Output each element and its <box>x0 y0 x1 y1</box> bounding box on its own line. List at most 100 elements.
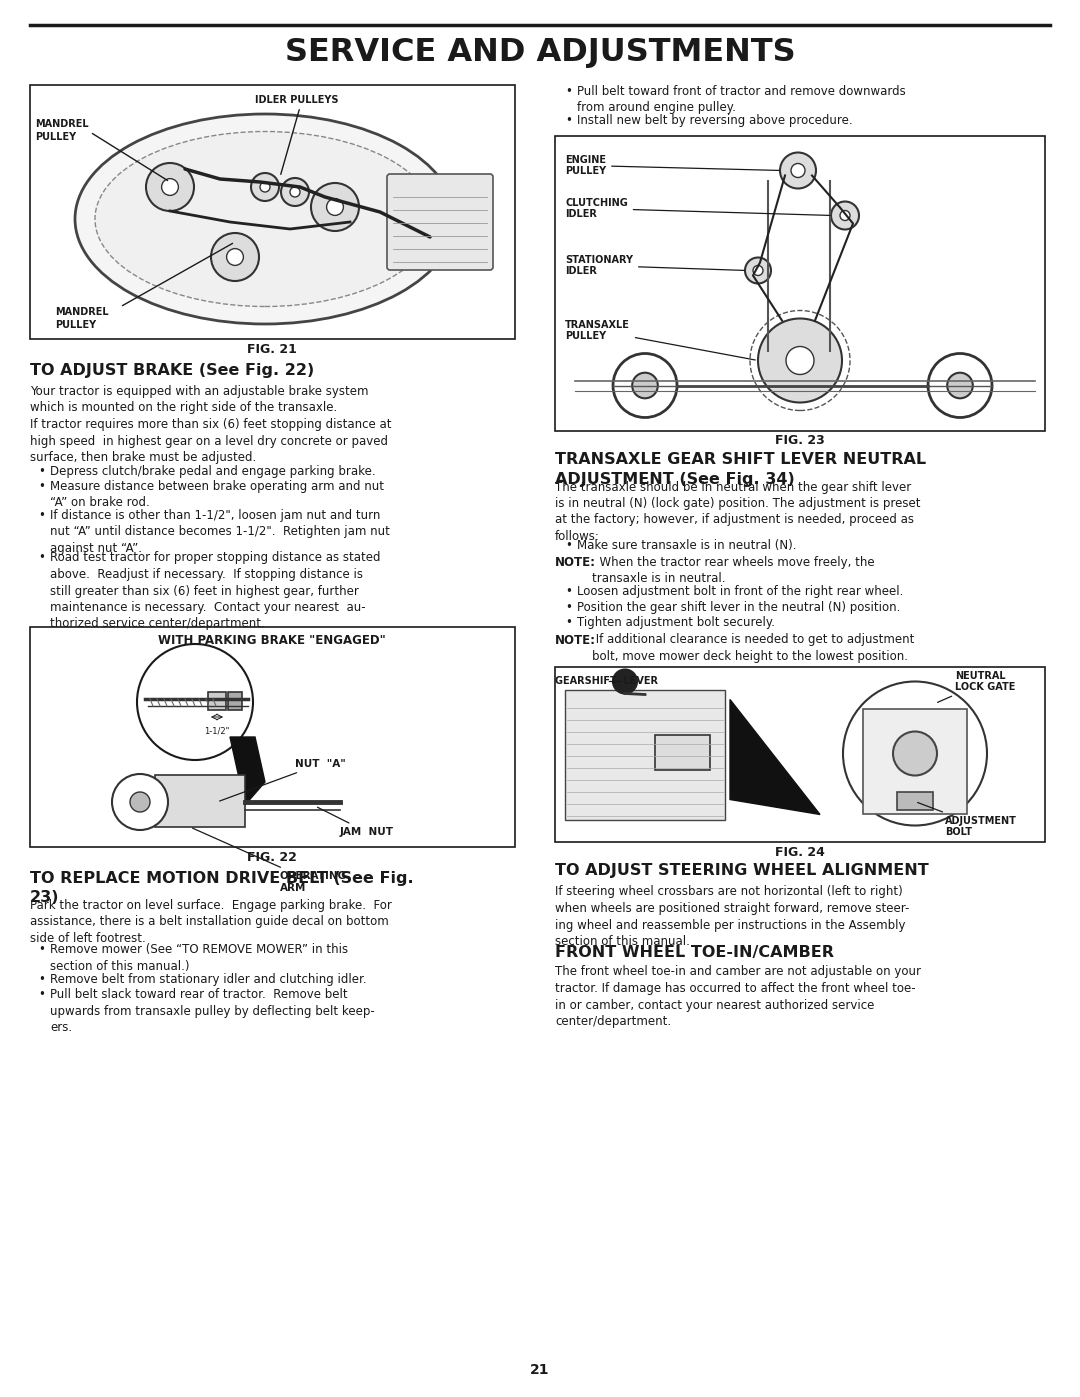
Text: Install new belt by reversing above procedure.: Install new belt by reversing above proc… <box>577 115 852 127</box>
Ellipse shape <box>75 115 455 324</box>
Circle shape <box>831 201 859 229</box>
Circle shape <box>780 152 816 189</box>
Text: Make sure transaxle is in neutral (N).: Make sure transaxle is in neutral (N). <box>577 538 797 552</box>
Text: Remove belt from stationary idler and clutching idler.: Remove belt from stationary idler and cl… <box>50 972 366 985</box>
Text: Your tractor is equipped with an adjustable brake system
which is mounted on the: Your tractor is equipped with an adjusta… <box>30 386 368 415</box>
Circle shape <box>281 177 309 205</box>
Text: STATIONARY
IDLER: STATIONARY IDLER <box>565 254 744 277</box>
Text: ADJUSTMENT
BOLT: ADJUSTMENT BOLT <box>918 802 1017 837</box>
Circle shape <box>211 233 259 281</box>
Text: •: • <box>38 481 45 493</box>
Circle shape <box>791 163 805 177</box>
Circle shape <box>227 249 243 265</box>
Text: Measure distance between brake operating arm and nut
“A” on brake rod.: Measure distance between brake operating… <box>50 481 384 510</box>
Circle shape <box>947 373 973 398</box>
Text: FRONT WHEEL TOE-IN/CAMBER: FRONT WHEEL TOE-IN/CAMBER <box>555 946 834 961</box>
Circle shape <box>786 346 814 374</box>
Text: •: • <box>38 552 45 564</box>
Text: TO ADJUST BRAKE (See Fig. 22): TO ADJUST BRAKE (See Fig. 22) <box>30 363 314 379</box>
Text: •: • <box>565 585 572 598</box>
Text: •: • <box>565 85 572 98</box>
Text: GEARSHIFT  LEVER: GEARSHIFT LEVER <box>555 676 658 686</box>
Circle shape <box>613 669 637 693</box>
Text: TO REPLACE MOTION DRIVE BELT (See Fig.
23): TO REPLACE MOTION DRIVE BELT (See Fig. 2… <box>30 870 414 905</box>
Text: NEUTRAL
LOCK GATE: NEUTRAL LOCK GATE <box>937 671 1015 703</box>
Bar <box>654 735 710 770</box>
Circle shape <box>893 732 937 775</box>
Text: •: • <box>565 538 572 552</box>
Bar <box>565 690 725 820</box>
Polygon shape <box>230 738 265 805</box>
Circle shape <box>162 179 178 196</box>
Bar <box>555 666 1045 841</box>
Bar <box>555 136 1045 430</box>
Text: If steering wheel crossbars are not horizontal (left to right)
when wheels are p: If steering wheel crossbars are not hori… <box>555 886 909 949</box>
Text: FIG. 24: FIG. 24 <box>775 845 825 859</box>
Circle shape <box>758 319 842 402</box>
Text: If distance is other than 1-1/2", loosen jam nut and turn
nut “A” until distance: If distance is other than 1-1/2", loosen… <box>50 509 390 555</box>
Text: CLUTCHING
IDLER: CLUTCHING IDLER <box>565 198 831 219</box>
Text: •: • <box>565 115 572 127</box>
Circle shape <box>753 265 762 275</box>
Text: ENGINE
PULLEY: ENGINE PULLEY <box>565 155 780 176</box>
Text: OPERATING
ARM: OPERATING ARM <box>192 828 347 893</box>
Text: If tractor requires more than six (6) feet stopping distance at
high speed  in h: If tractor requires more than six (6) fe… <box>30 418 391 464</box>
Text: SERVICE AND ADJUSTMENTS: SERVICE AND ADJUSTMENTS <box>285 36 795 68</box>
Text: Remove mower (See “TO REMOVE MOWER” in this
section of this manual.): Remove mower (See “TO REMOVE MOWER” in t… <box>50 943 348 972</box>
Ellipse shape <box>95 131 435 306</box>
Text: •: • <box>38 464 45 478</box>
Text: When the tractor rear wheels move freely, the
transaxle is in neutral.: When the tractor rear wheels move freely… <box>592 556 875 585</box>
Circle shape <box>326 198 343 215</box>
Text: NOTE:: NOTE: <box>555 556 596 569</box>
Circle shape <box>632 373 658 398</box>
Bar <box>863 708 967 813</box>
Bar <box>30 85 515 339</box>
Bar <box>897 792 933 809</box>
Circle shape <box>745 257 771 284</box>
Text: •: • <box>38 988 45 1002</box>
Text: •: • <box>38 972 45 985</box>
Text: WITH PARKING BRAKE "ENGAGED": WITH PARKING BRAKE "ENGAGED" <box>158 634 386 647</box>
Bar <box>208 692 226 710</box>
Text: •: • <box>38 943 45 957</box>
Text: MANDREL
PULLEY: MANDREL PULLEY <box>35 119 89 142</box>
Text: Pull belt toward front of tractor and remove downwards
from around engine pulley: Pull belt toward front of tractor and re… <box>577 85 906 115</box>
Text: If additional clearance is needed to get to adjustment
bolt, move mower deck hei: If additional clearance is needed to get… <box>592 633 915 664</box>
Circle shape <box>840 211 850 221</box>
Bar <box>156 775 245 827</box>
Text: Park the tractor on level surface.  Engage parking brake.  For
assistance, there: Park the tractor on level surface. Engag… <box>30 900 392 944</box>
Circle shape <box>928 353 993 418</box>
Text: NOTE:: NOTE: <box>555 633 596 647</box>
Circle shape <box>137 644 253 760</box>
FancyBboxPatch shape <box>387 175 492 270</box>
Text: Loosen adjustment bolt in front of the right rear wheel.: Loosen adjustment bolt in front of the r… <box>577 585 903 598</box>
Circle shape <box>146 163 194 211</box>
Text: FIG. 23: FIG. 23 <box>775 434 825 447</box>
Text: NUT  "A": NUT "A" <box>219 759 346 800</box>
Circle shape <box>260 182 270 191</box>
Text: FIG. 22: FIG. 22 <box>247 851 297 863</box>
Text: •: • <box>565 616 572 629</box>
Circle shape <box>130 792 150 812</box>
Bar <box>228 692 242 710</box>
Text: FIG. 21: FIG. 21 <box>247 344 297 356</box>
Text: Depress clutch/brake pedal and engage parking brake.: Depress clutch/brake pedal and engage pa… <box>50 464 376 478</box>
Text: 1-1/2": 1-1/2" <box>204 726 230 735</box>
Text: •: • <box>38 509 45 522</box>
Circle shape <box>291 187 300 197</box>
Text: TRANSAXLE
PULLEY: TRANSAXLE PULLEY <box>565 320 755 360</box>
Circle shape <box>112 774 168 830</box>
Text: The transaxle should be in neutral when the gear shift lever
is in neutral (N) (: The transaxle should be in neutral when … <box>555 481 920 543</box>
Text: MANDREL
PULLEY: MANDREL PULLEY <box>55 307 109 330</box>
Text: TRANSAXLE GEAR SHIFT LEVER NEUTRAL
ADJUSTMENT (See Fig. 34): TRANSAXLE GEAR SHIFT LEVER NEUTRAL ADJUS… <box>555 453 927 486</box>
Text: •: • <box>565 601 572 613</box>
Text: Tighten adjustment bolt securely.: Tighten adjustment bolt securely. <box>577 616 775 629</box>
Text: Road test tractor for proper stopping distance as stated
above.  Readjust if nec: Road test tractor for proper stopping di… <box>50 552 380 630</box>
Text: Position the gear shift lever in the neutral (N) position.: Position the gear shift lever in the neu… <box>577 601 901 613</box>
Text: 21: 21 <box>530 1363 550 1377</box>
Text: IDLER PULLEYS: IDLER PULLEYS <box>255 95 338 105</box>
Text: TO ADJUST STEERING WHEEL ALIGNMENT: TO ADJUST STEERING WHEEL ALIGNMENT <box>555 863 929 879</box>
Circle shape <box>843 682 987 826</box>
Text: The front wheel toe-in and camber are not adjustable on your
tractor. If damage : The front wheel toe-in and camber are no… <box>555 965 921 1028</box>
Text: Pull belt slack toward rear of tractor.  Remove belt
upwards from transaxle pull: Pull belt slack toward rear of tractor. … <box>50 988 375 1034</box>
